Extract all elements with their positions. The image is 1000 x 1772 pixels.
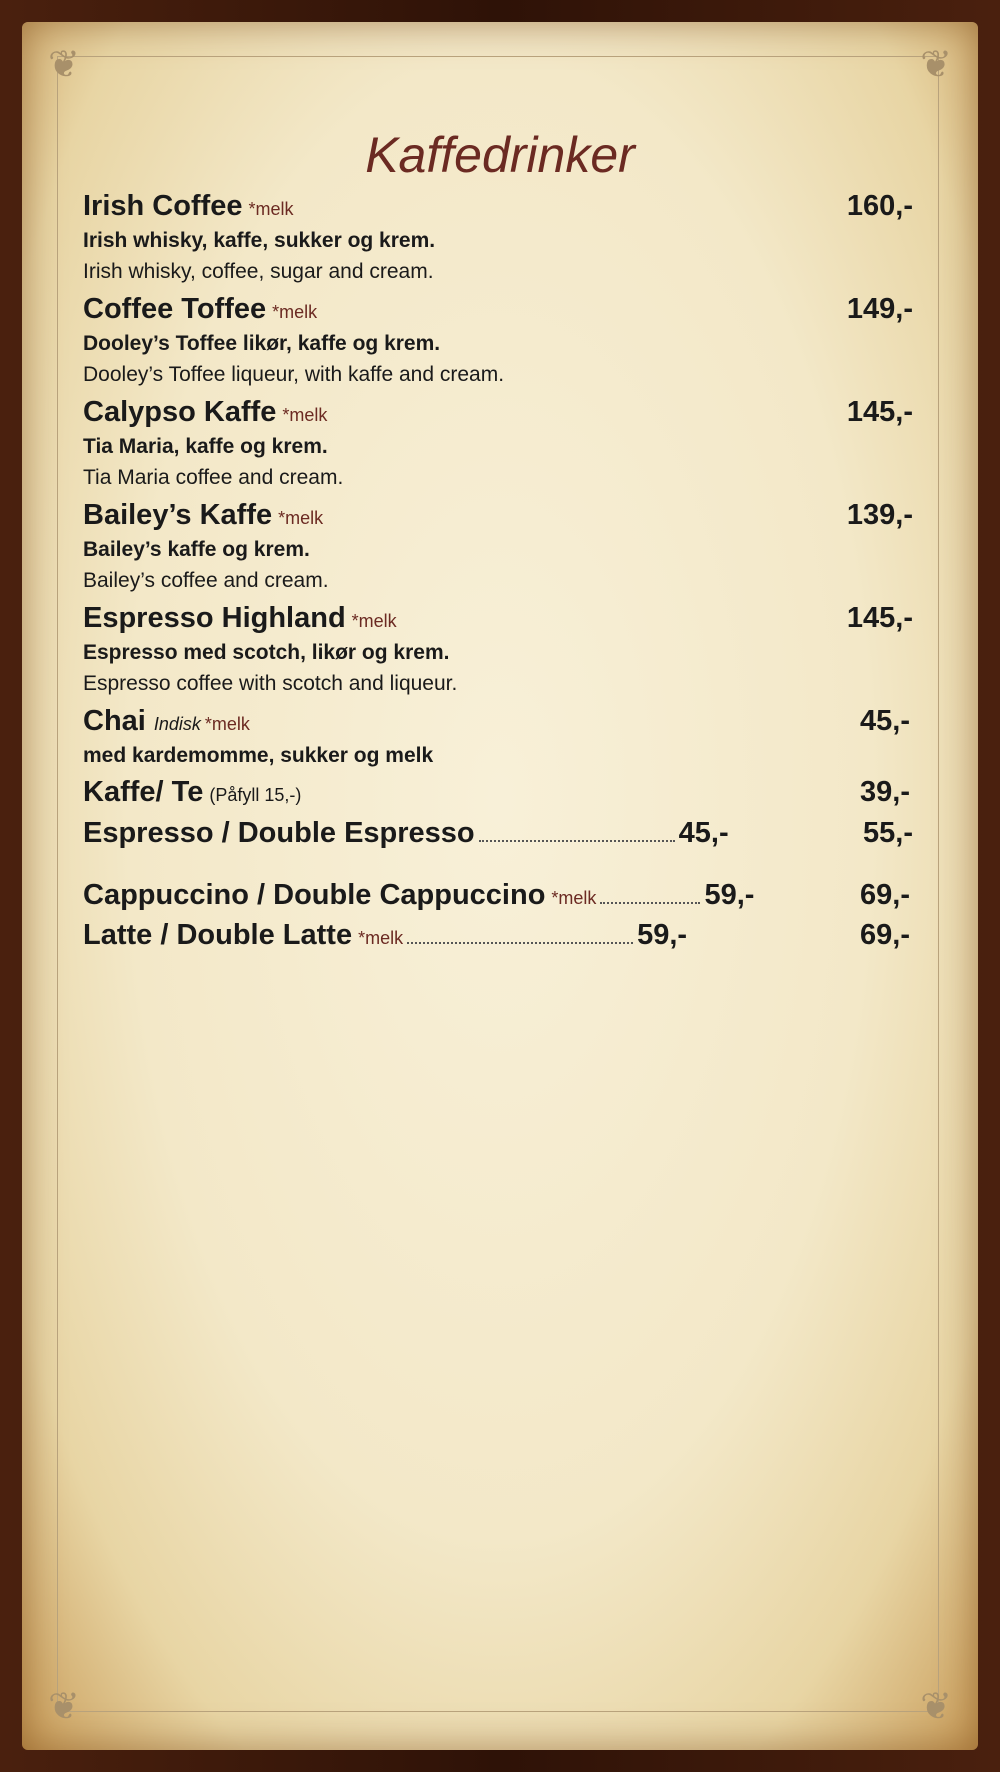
item-description-english: Dooley’s Toffee liqueur, with kaffe and … [83, 363, 505, 386]
ornament-corner-icon: ❦ [48, 1686, 80, 1728]
item-description-norwegian: Tia Maria, kaffe og krem. [83, 435, 328, 458]
item-price: 160,- [846, 190, 913, 222]
item-note: *melk [351, 611, 397, 631]
item-price: 139,- [846, 499, 913, 531]
item-description-norwegian: Dooley’s Toffee likør, kaffe og krem. [83, 332, 441, 355]
menu-item: Irish Coffee *melk 160,- [83, 190, 913, 223]
menu-item-cappuccino: Cappuccino / Double Cappuccino *melk 59,- … [83, 879, 913, 912]
page-title: Kaffedrinker [365, 127, 635, 183]
item-note: *melk [248, 199, 294, 219]
item-price: 145,- [846, 602, 913, 634]
item-price-double: 69,- [860, 879, 910, 911]
item-description-norwegian: Irish whisky, kaffe, sukker og krem. [83, 229, 436, 252]
menu-item: Espresso Highland *melk 145,- [83, 602, 913, 635]
item-note: *melk [358, 928, 404, 948]
item-name: Cappuccino / Double Cappuccino [83, 879, 546, 911]
item-price-single: 59,- [704, 879, 755, 911]
menu-item: Bailey’s Kaffe *melk 139,- [83, 499, 913, 532]
item-price: 39,- [860, 776, 910, 808]
menu-item-espresso: Espresso / Double Espresso 45,- 55,- [83, 817, 913, 850]
item-name: Espresso / Double Espresso [83, 817, 475, 849]
item-description-norwegian: Bailey’s kaffe og krem. [83, 538, 310, 561]
item-note: *melk [272, 302, 318, 322]
dot-leader [478, 840, 675, 842]
menu-item: Coffee Toffee *melk 149,- [83, 293, 913, 326]
item-price: 45,- [860, 705, 910, 737]
item-description-english: Espresso coffee with scotch and liqueur. [83, 672, 458, 695]
menu-item: Calypso Kaffe *melk 145,- [83, 396, 913, 429]
item-description-english: Irish whisky, coffee, sugar and cream. [83, 260, 434, 283]
ornament-corner-icon: ❦ [920, 1686, 952, 1728]
menu-item-chai: Chai Indisk *melk 45,- [83, 705, 913, 738]
item-name: Kaffe/ Te [83, 776, 204, 808]
item-note: *melk [282, 405, 328, 425]
ornament-corner-icon: ❦ [48, 44, 80, 86]
item-price-single: 59,- [637, 919, 688, 951]
chai-description: med kardemomme, sukker og melk [83, 744, 434, 767]
item-name: Coffee Toffee [83, 293, 267, 325]
menu-item-latte: Latte / Double Latte *melk 59,- 69,- [83, 919, 913, 952]
item-price: 145,- [846, 396, 913, 428]
ornament-corner-icon: ❦ [920, 44, 952, 86]
item-price-single: 45,- [678, 817, 729, 849]
item-description-norwegian: Espresso med scotch, likør og krem. [83, 641, 450, 664]
item-note: *melk [551, 888, 597, 908]
item-name: Latte / Double Latte [83, 919, 353, 951]
item-subtitle: (Påfyll 15,-) [209, 785, 302, 805]
item-price: 149,- [846, 293, 913, 325]
parchment-background [22, 22, 978, 1750]
item-description-english: Tia Maria coffee and cream. [83, 466, 344, 489]
inner-frame-line [57, 56, 939, 1712]
item-name: Bailey’s Kaffe [83, 499, 273, 531]
menu-item-kaffe-te: Kaffe/ Te (Påfyll 15,-) 39,- [83, 776, 913, 809]
item-note: *melk [204, 714, 250, 734]
item-name: Espresso Highland [83, 602, 346, 634]
item-price-double: 55,- [863, 817, 913, 849]
item-price-double: 69,- [860, 919, 910, 951]
dot-leader [600, 902, 701, 904]
item-name: Chai [83, 705, 146, 737]
item-description-english: Bailey’s coffee and cream. [83, 569, 329, 592]
item-note: *melk [278, 508, 324, 528]
item-name: Irish Coffee [83, 190, 243, 222]
dot-leader [407, 942, 634, 944]
item-subtitle: Indisk [153, 714, 201, 734]
item-name: Calypso Kaffe [83, 396, 277, 428]
